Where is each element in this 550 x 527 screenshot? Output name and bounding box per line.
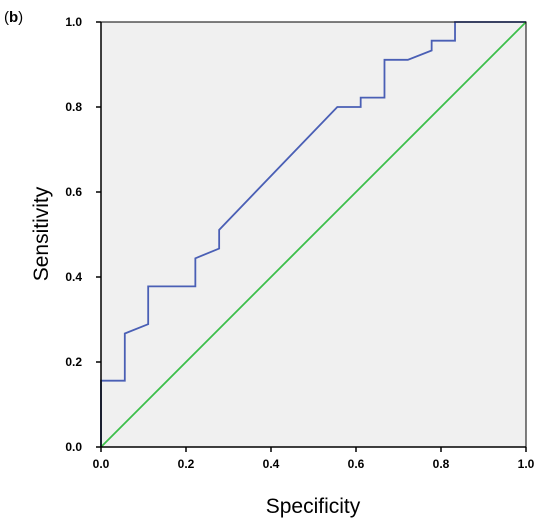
reference-diagonal-line: [100, 21, 527, 448]
x-tick-label: 0.8: [433, 457, 450, 471]
x-tick-label: 1.0: [518, 457, 535, 471]
y-tick-label: 0.6: [65, 185, 82, 199]
y-tick-label: 0.4: [65, 270, 82, 284]
y-tick-label: 0.8: [65, 100, 82, 114]
y-tick-label: 0.2: [65, 355, 82, 369]
y-tick-label: 1.0: [65, 15, 82, 29]
x-axis-title: Specificity: [266, 495, 361, 518]
x-axis-ticks: 0.0 0.2 0.4 0.6 0.8 1.0: [93, 447, 535, 471]
series-layer: [100, 21, 527, 448]
roc-curve-line: [100, 21, 526, 447]
panel-label-close: ): [18, 9, 23, 26]
y-tick-label: 0.0: [65, 440, 82, 454]
panel-label-open: (: [4, 9, 9, 26]
panel-label-letter: b: [9, 9, 18, 26]
x-tick-label: 0.6: [348, 457, 365, 471]
x-tick-label: 0.2: [178, 457, 195, 471]
x-tick-label: 0.4: [263, 457, 280, 471]
x-tick-label: 0.0: [93, 457, 110, 471]
y-axis-ticks: 0.0 0.2 0.4 0.6 0.8 1.0: [65, 15, 101, 454]
y-axis-title: Sensitivity: [30, 186, 53, 281]
panel-label: (b): [4, 9, 23, 26]
